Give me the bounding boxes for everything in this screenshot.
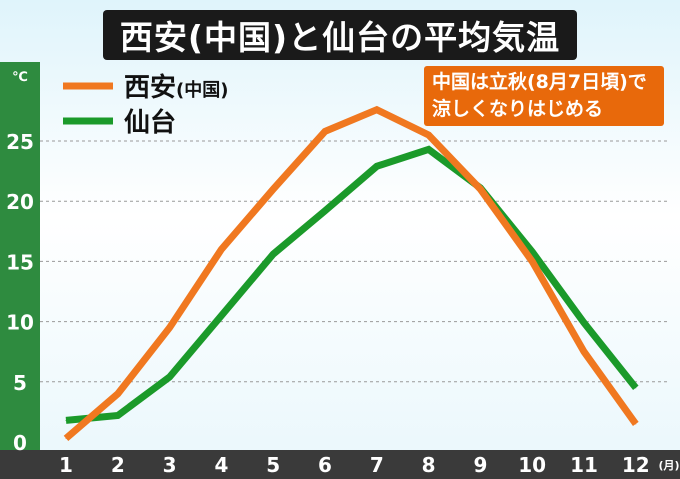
data-point-sendai xyxy=(376,165,378,167)
y-tick-label: 20 xyxy=(6,190,34,214)
note-line-2: 涼しくなりはじめる xyxy=(432,98,604,120)
x-axis-unit-label: (月) xyxy=(658,459,679,472)
title-banner: 西安(中国)と仙台の平均気温 xyxy=(103,10,577,60)
y-tick-label: 15 xyxy=(6,250,34,274)
data-point-xian xyxy=(117,393,119,395)
annotation-note: 中国は立秋(8月7日頃)で 涼しくなりはじめる xyxy=(424,66,664,126)
data-point-sendai xyxy=(583,322,585,324)
x-tick-label: 12 xyxy=(622,453,650,477)
x-tick-label: 8 xyxy=(422,453,436,477)
y-tick-label: 0 xyxy=(13,431,27,455)
x-tick-label: 4 xyxy=(214,453,228,477)
data-point-sendai xyxy=(220,315,222,317)
data-point-sendai xyxy=(169,376,171,378)
grid-lines xyxy=(40,140,668,383)
y-tick-label: 25 xyxy=(6,130,34,154)
y-tick-label: 5 xyxy=(13,371,27,395)
chart-title: 西安(中国)と仙台の平均気温 xyxy=(119,18,561,57)
data-point-sendai xyxy=(324,210,326,212)
series-lines xyxy=(63,105,639,442)
legend: 西安(中国) 仙台 xyxy=(63,73,228,138)
x-tick-label: 7 xyxy=(370,453,384,477)
data-point-sendai xyxy=(635,387,637,389)
data-point-sendai xyxy=(272,253,274,255)
x-tick-label: 3 xyxy=(163,453,177,477)
legend-label-suffix: (中国) xyxy=(176,79,228,101)
legend-label: 西安(中国) xyxy=(124,73,228,103)
data-point-xian xyxy=(220,248,222,250)
y-axis-band xyxy=(0,62,40,450)
x-axis-band xyxy=(0,450,680,479)
data-point-xian xyxy=(169,327,171,329)
y-axis-unit-label: ℃ xyxy=(12,70,28,85)
data-point-xian xyxy=(531,260,533,262)
series-line-xian xyxy=(63,105,639,442)
series-line-sendai xyxy=(65,145,639,424)
x-tick-label: 2 xyxy=(111,453,125,477)
data-point-xian xyxy=(65,437,67,439)
y-axis-ticks: 0 5 10 15 20 25 xyxy=(6,130,34,455)
x-tick-label: 11 xyxy=(570,453,598,477)
data-point-xian xyxy=(583,351,585,353)
y-tick-label: 10 xyxy=(6,311,34,335)
x-axis-ticks: 1 2 3 4 5 6 7 8 9 10 11 12 xyxy=(59,453,650,477)
data-point-sendai xyxy=(117,415,119,417)
x-tick-label: 5 xyxy=(266,453,280,477)
data-point-xian xyxy=(324,130,326,132)
data-point-xian xyxy=(428,134,430,136)
x-tick-label: 1 xyxy=(59,453,73,477)
data-point-xian xyxy=(479,188,481,190)
x-tick-label: 6 xyxy=(318,453,332,477)
legend-label: 仙台 xyxy=(124,107,176,138)
data-point-xian xyxy=(272,188,274,190)
data-point-sendai xyxy=(65,419,67,421)
note-line-1: 中国は立秋(8月7日頃)で xyxy=(432,71,647,93)
data-point-xian xyxy=(376,109,378,111)
x-tick-label: 9 xyxy=(473,453,487,477)
x-tick-label: 10 xyxy=(518,453,546,477)
data-point-xian xyxy=(635,423,637,425)
data-point-sendai xyxy=(531,251,533,253)
data-point-sendai xyxy=(428,148,430,150)
